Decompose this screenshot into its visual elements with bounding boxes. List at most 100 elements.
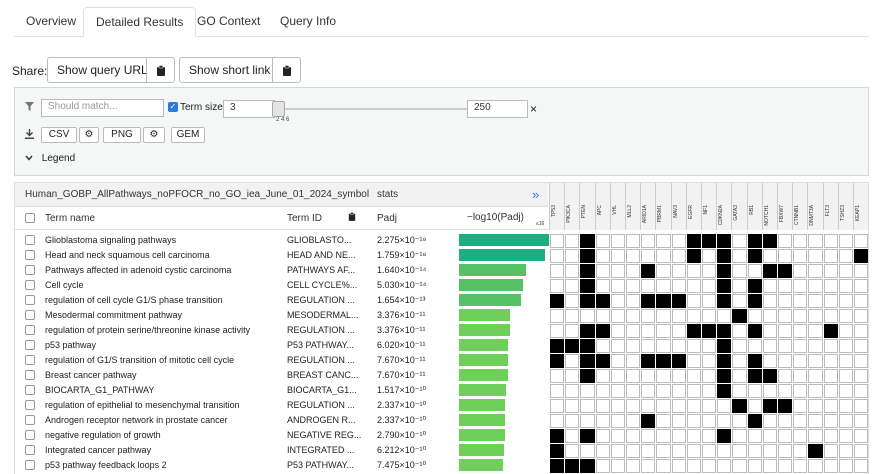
gene-column-header[interactable]: FLT3 (822, 183, 838, 230)
gem-button[interactable]: GEM (171, 127, 205, 143)
col-term-id[interactable]: Term ID (287, 213, 322, 224)
term-id: NEGATIVE REG... (287, 430, 362, 440)
row-checkbox[interactable] (25, 265, 35, 275)
gene-cell (595, 339, 610, 353)
gene-cell (702, 444, 717, 458)
gene-column-header[interactable]: NAV3 (670, 183, 686, 230)
gene-cell (656, 324, 671, 338)
expand-columns-icon[interactable]: » (532, 187, 540, 202)
clear-filter-button[interactable]: × (530, 102, 538, 116)
tab-go-context[interactable]: GO Context (197, 14, 261, 28)
gene-cell (717, 414, 732, 428)
gene-column-header[interactable]: NOTCH1 (761, 183, 777, 230)
row-checkbox[interactable] (25, 370, 35, 380)
gene-column-header[interactable]: PBRM1 (655, 183, 671, 230)
gene-column-header[interactable]: EGFR (685, 183, 701, 230)
term-name[interactable]: p53 pathway feedback loops 2 (45, 460, 167, 470)
term-size-min-input[interactable]: 3 (223, 100, 275, 118)
gene-column-header[interactable]: NF1 (701, 183, 717, 230)
col-padj[interactable]: Padj (377, 213, 398, 224)
show-short-link-button[interactable]: Show short link (179, 57, 301, 83)
gene-column-header[interactable]: TSHZ3 (837, 183, 853, 230)
show-query-url-button[interactable]: Show query URL (47, 57, 175, 83)
row-checkbox[interactable] (25, 250, 35, 260)
row-checkbox[interactable] (25, 385, 35, 395)
clipboard-icon[interactable] (272, 58, 300, 82)
gene-cell (838, 234, 853, 248)
term-name[interactable]: regulation of epithelial to mesenchymal … (45, 400, 240, 410)
clipboard-icon[interactable] (146, 58, 174, 82)
gene-cell (550, 324, 565, 338)
table-row: Mesodermal commitment pathway MESODERMAL.… (15, 308, 548, 323)
term-name[interactable]: negative regulation of growth (45, 430, 161, 440)
row-checkbox[interactable] (25, 415, 35, 425)
gene-column-header[interactable]: GATA3 (731, 183, 747, 230)
gene-cell (565, 429, 580, 443)
gene-column-header[interactable]: CDKN2A (716, 183, 732, 230)
row-checkbox[interactable] (25, 445, 35, 455)
tab-overview[interactable]: Overview (26, 14, 77, 28)
gene-column-header[interactable]: KEAP1 (853, 183, 868, 230)
row-checkbox[interactable] (25, 430, 35, 440)
gene-column-header[interactable]: CTNNB1 (792, 183, 808, 230)
row-checkbox[interactable] (25, 400, 35, 410)
should-match-input[interactable]: Should match... (41, 99, 164, 117)
gene-cell (580, 384, 595, 398)
gene-column-header[interactable]: PIK3CA (564, 183, 580, 230)
gene-cell (838, 369, 853, 383)
gene-cell (550, 339, 565, 353)
gene-column-header[interactable]: APC (594, 183, 610, 230)
gene-column-header[interactable]: RB1 (746, 183, 762, 230)
row-checkbox[interactable] (25, 460, 35, 470)
row-checkbox[interactable] (25, 235, 35, 245)
term-id: REGULATION ... (287, 355, 355, 365)
gene-cell (595, 279, 610, 293)
gene-cell (732, 279, 747, 293)
term-name[interactable]: Glioblastoma signaling pathways (45, 235, 177, 245)
gene-cell (717, 399, 732, 413)
gene-cell (717, 294, 732, 308)
legend-toggle[interactable]: Legend (25, 153, 75, 164)
term-name[interactable]: Head and neck squamous cell carcinoma (45, 250, 210, 260)
row-checkbox[interactable] (25, 325, 35, 335)
term-size-slider-handle[interactable] (272, 101, 285, 117)
gene-column-header[interactable]: DNMT3A (807, 183, 823, 230)
gene-column-header[interactable]: TP53 (549, 183, 565, 230)
copy-ids-icon[interactable] (348, 212, 356, 224)
term-name[interactable]: Breast cancer pathway (45, 370, 137, 380)
csv-button[interactable]: CSV (41, 127, 77, 143)
col-term-name[interactable]: Term name (45, 213, 96, 224)
png-button[interactable]: PNG (103, 127, 141, 143)
row-checkbox[interactable] (25, 340, 35, 350)
col-neglog[interactable]: −log10(Padj) (467, 212, 524, 223)
term-name[interactable]: Mesodermal commitment pathway (45, 310, 183, 320)
term-name[interactable]: regulation of protein serine/threonine k… (45, 325, 251, 335)
gene-column-header[interactable]: FBXW7 (777, 183, 793, 230)
row-checkbox[interactable] (25, 310, 35, 320)
gene-column-header[interactable]: VHL (609, 183, 625, 230)
term-name[interactable]: Cell cycle (45, 280, 84, 290)
tab-detailed-results[interactable]: Detailed Results (83, 7, 197, 37)
term-name[interactable]: p53 pathway (45, 340, 97, 350)
term-name[interactable]: Integrated cancer pathway (45, 445, 152, 455)
term-name[interactable]: Pathways affected in adenoid cystic carc… (45, 265, 232, 275)
term-name[interactable]: BIOCARTA_G1_PATHWAY (45, 385, 155, 395)
term-name[interactable]: regulation of G1/S transition of mitotic… (45, 355, 235, 365)
tab-query-info[interactable]: Query Info (280, 14, 337, 28)
select-all-checkbox[interactable] (25, 213, 35, 223)
gene-column-header[interactable]: ARID1A (640, 183, 656, 230)
term-name[interactable]: regulation of cell cycle G1/S phase tran… (45, 295, 223, 305)
term-size-max-input[interactable]: 250 (467, 100, 528, 118)
png-settings-button[interactable]: ⚙ (143, 127, 165, 143)
gene-cell (717, 234, 732, 248)
term-size-slider-track[interactable] (274, 108, 467, 110)
gene-column-header[interactable]: PTEN (579, 183, 595, 230)
gene-cell (854, 384, 868, 398)
row-checkbox[interactable] (25, 355, 35, 365)
row-checkbox[interactable] (25, 280, 35, 290)
term-size-checkbox[interactable]: ✓ (168, 102, 178, 112)
gene-column-header[interactable]: MLL2 (625, 183, 641, 230)
term-name[interactable]: Androgen receptor network in prostate ca… (45, 415, 228, 425)
csv-settings-button[interactable]: ⚙ (79, 127, 99, 143)
row-checkbox[interactable] (25, 295, 35, 305)
